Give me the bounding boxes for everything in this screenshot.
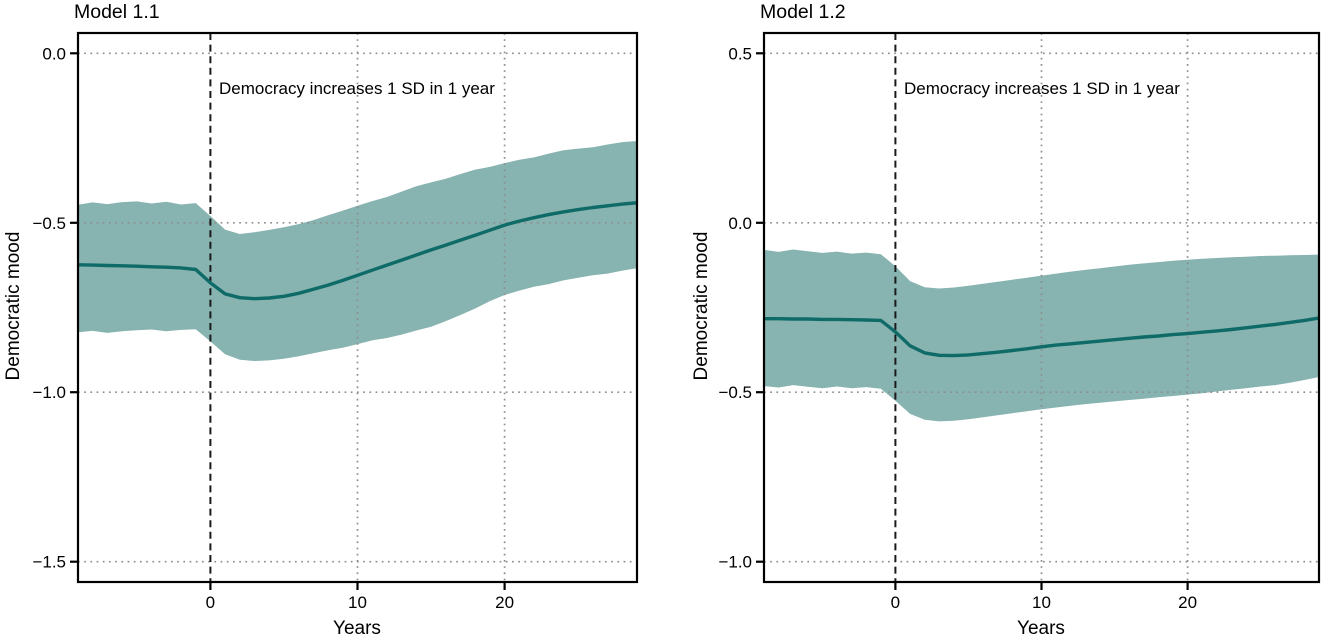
panel-1-y-tick-label: −0.5 xyxy=(32,214,66,233)
panel-1-x-axis-label: Years xyxy=(333,618,381,639)
panel-2-y-tick-label: 0.0 xyxy=(728,214,752,233)
panel-2-y-tick-label: 0.5 xyxy=(728,44,752,63)
panel-1-y-axis-label: Democratic mood xyxy=(3,231,24,381)
panel-1-y-tick-label: −1.5 xyxy=(32,553,66,572)
panel-1-title: Model 1.1 xyxy=(74,1,160,23)
panel-2-y-tick-label: −1.0 xyxy=(718,553,752,572)
panel-2-estimate-line xyxy=(764,316,1320,358)
panel-2-x-tick-label: 0 xyxy=(891,593,900,612)
panel-2-annotation: Democracy increases 1 SD in 1 year xyxy=(904,79,1180,98)
panel-2-x-tick-label: 10 xyxy=(1032,593,1051,612)
panel-1-x-tick-label: 20 xyxy=(495,593,514,612)
panel-1-y-tick-label: −1.0 xyxy=(32,383,66,402)
panel-2-y-axis-label: Democratic mood xyxy=(691,231,712,381)
panel-2-x-axis-label: Years xyxy=(1017,618,1065,639)
panel-1-annotation: Democracy increases 1 SD in 1 year xyxy=(219,79,495,98)
panel-2-x-tick-label: 20 xyxy=(1178,593,1197,612)
panel-1-x-tick-label: 10 xyxy=(348,593,367,612)
panel-2-y-tick-label: −0.5 xyxy=(718,383,752,402)
panel-2-confidence-band xyxy=(764,249,1319,422)
panel-1-y-tick-label: 0.0 xyxy=(42,44,66,63)
panel-1-estimate-line xyxy=(77,201,638,301)
panel-1-x-tick-label: 0 xyxy=(206,593,215,612)
panel-2-title: Model 1.2 xyxy=(760,1,846,23)
